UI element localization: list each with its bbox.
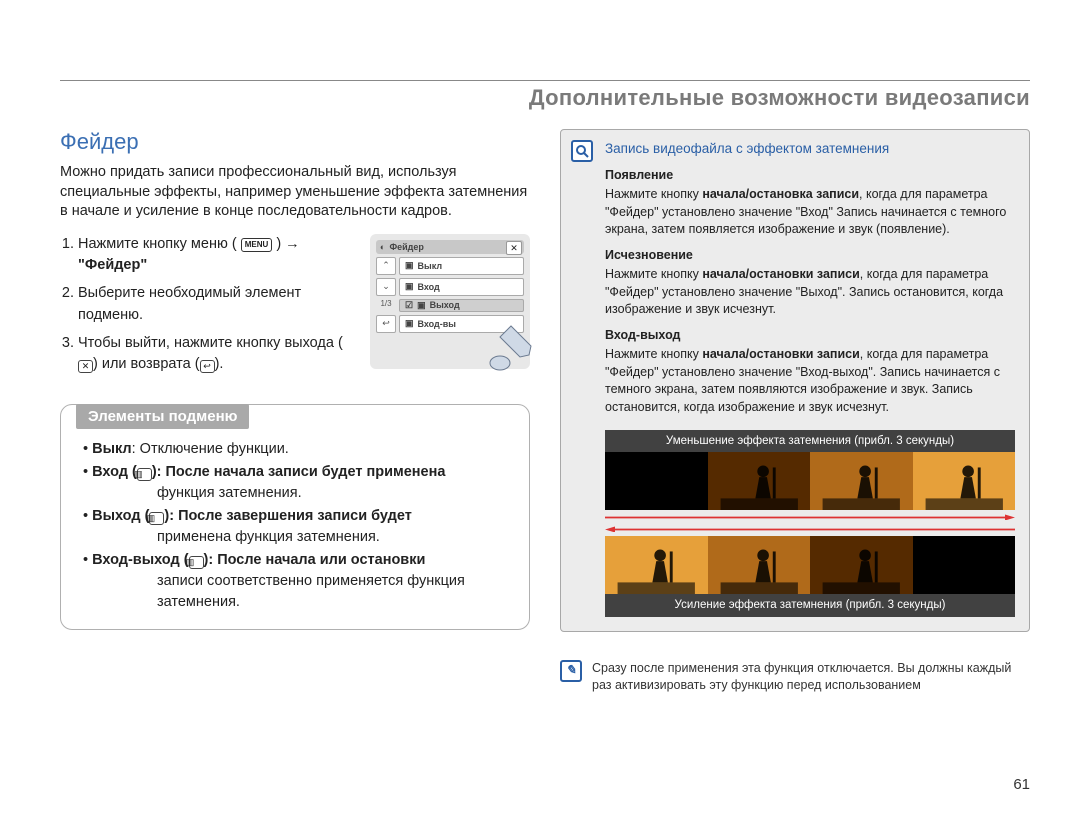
- info-title: Запись видеофайла с эффектом затемнения: [605, 140, 1015, 159]
- fade-diagram: Уменьшение эффекта затемнения (прибл. 3 …: [605, 430, 1015, 616]
- lcd-pager: 1/3: [376, 299, 396, 312]
- fade-in-strip: [605, 452, 1015, 510]
- fade-frame: [810, 536, 913, 594]
- submenu-item-in: Вход (▥): После начала записи будет прим…: [77, 462, 513, 504]
- magnifier-icon: [571, 140, 593, 162]
- arrow-right-icon: [605, 512, 1015, 522]
- info-h3: Вход-выход: [605, 327, 1015, 345]
- info-box: Запись видеофайла с эффектом затемнения …: [560, 129, 1030, 632]
- fade-inout-icon: ▥: [189, 556, 204, 569]
- lcd-close-icon: ✕: [506, 241, 522, 255]
- fade-frame: [708, 536, 811, 594]
- fade-frame: [605, 452, 708, 510]
- info-p2: Нажмите кнопку начала/остановки записи, …: [605, 266, 1015, 319]
- info-p3: Нажмите кнопку начала/остановки записи, …: [605, 346, 1015, 416]
- info-h2: Исчезновение: [605, 247, 1015, 265]
- page-number: 61: [1013, 776, 1030, 793]
- lcd-return-icon: ↩: [376, 315, 396, 333]
- manual-page: Дополнительные возможности видеозаписи Ф…: [60, 80, 1030, 787]
- footnote: ✎ Сразу после применения эта функция отк…: [560, 660, 1030, 695]
- header-rule: [60, 80, 1030, 81]
- steps-row: Нажмите кнопку меню ( MENU ) → "Фейдер" …: [60, 234, 530, 383]
- lcd-item-out: ☑▣Выход: [399, 299, 524, 312]
- footnote-text: Сразу после применения эта функция отклю…: [592, 660, 1030, 695]
- step-1: Нажмите кнопку меню ( MENU ) → "Фейдер": [78, 234, 356, 278]
- step-3: Чтобы выйти, нажмите кнопку выхода (✕) и…: [78, 333, 356, 377]
- lcd-item-off: ▣Выкл: [399, 257, 524, 275]
- submenu-panel: Элементы подменю Выкл: Отключение функци…: [60, 404, 530, 630]
- lcd-item-in: ▣Вход: [399, 278, 524, 296]
- fade-frame: [810, 452, 913, 510]
- fade-frame: [913, 452, 1016, 510]
- return-icon: ↩: [200, 360, 215, 373]
- two-column-layout: Фейдер Можно придать записи профессионал…: [60, 129, 1030, 695]
- lcd-title: ◐ Фейдер: [376, 240, 524, 254]
- steps-list: Нажмите кнопку меню ( MENU ) → "Фейдер" …: [60, 234, 356, 383]
- arrow-left-icon: [605, 524, 1015, 534]
- info-h1: Появление: [605, 167, 1015, 185]
- touch-hand-icon: [486, 323, 536, 373]
- lcd-screenshot: ◐ Фейдер ✕ ⌃ ▣Выкл ⌄ ▣Вход 1/3 ☑▣Выход: [370, 234, 530, 369]
- fade-frame: [605, 536, 708, 594]
- menu-button-icon: MENU: [241, 238, 273, 252]
- page-header-title: Дополнительные возможности видеозаписи: [60, 85, 1030, 111]
- submenu-item-out: Выход (▥): После завершения записи будет…: [77, 506, 513, 548]
- fader-icon: ◐: [380, 242, 385, 252]
- fade-out-caption: Усиление эффекта затемнения (прибл. 3 се…: [605, 594, 1015, 616]
- fade-frame: [708, 452, 811, 510]
- right-column: Запись видеофайла с эффектом затемнения …: [560, 129, 1030, 695]
- note-icon: ✎: [560, 660, 582, 682]
- step-2: Выберите необходимый элемент подменю.: [78, 283, 356, 327]
- left-column: Фейдер Можно придать записи профессионал…: [60, 129, 530, 695]
- fade-frame: [913, 536, 1016, 594]
- info-p1: Нажмите кнопку начала/остановка записи, …: [605, 186, 1015, 239]
- lcd-down-icon: ⌄: [376, 278, 396, 296]
- section-title: Фейдер: [60, 129, 530, 155]
- section-intro: Можно придать записи профессиональный ви…: [60, 163, 530, 222]
- exit-icon: ✕: [78, 360, 93, 373]
- submenu-item-off: Выкл: Отключение функции.: [77, 439, 513, 460]
- submenu-item-inout: Вход-выход (▥): После начала или останов…: [77, 550, 513, 613]
- lcd-up-icon: ⌃: [376, 257, 396, 275]
- fade-in-icon: ▥: [137, 468, 152, 481]
- fade-out-strip: [605, 536, 1015, 594]
- fade-out-icon: ▥: [149, 512, 164, 525]
- submenu-heading: Элементы подменю: [76, 404, 249, 429]
- fade-in-caption: Уменьшение эффекта затемнения (прибл. 3 …: [605, 430, 1015, 452]
